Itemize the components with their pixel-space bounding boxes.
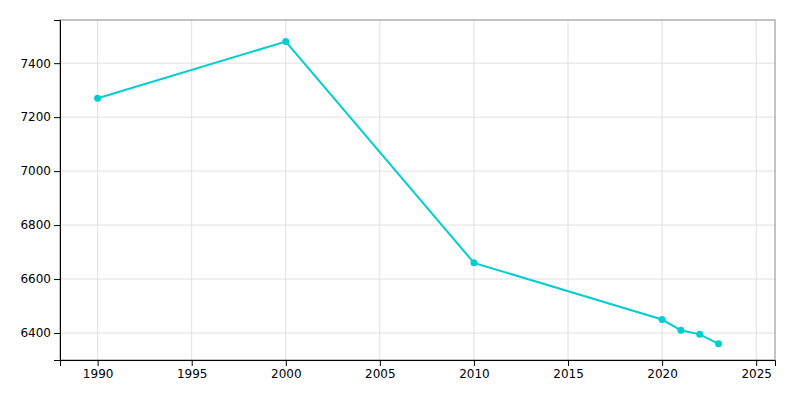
tick: 7400 <box>20 57 60 71</box>
tick-label: 2010 <box>459 367 490 381</box>
tick-label: 1995 <box>177 367 208 381</box>
x-axis: 1990 1995 2000 2005 2010 2015 2020 2025 <box>61 360 776 381</box>
tick-label: 2005 <box>365 367 396 381</box>
grid-line <box>473 20 474 360</box>
tick-mark <box>54 117 60 118</box>
point <box>470 259 477 266</box>
tick-mark <box>54 171 60 172</box>
chart: 1990 1995 2000 2005 2010 2015 2020 2025 6400 6600… <box>0 0 800 400</box>
tick-label: 6400 <box>20 326 51 340</box>
tick: 1990 <box>83 360 114 381</box>
grid-line <box>379 20 380 360</box>
point <box>659 316 666 323</box>
grid-line <box>60 117 775 118</box>
tick-label: 6800 <box>20 218 51 232</box>
tick: 6800 <box>20 218 60 232</box>
tick-label: 2025 <box>741 367 772 381</box>
grid-line <box>662 20 663 360</box>
y-axis: 6400 6600 6800 7000 7200 7400 <box>20 21 60 361</box>
tick-label: 7200 <box>20 110 51 124</box>
grid-line <box>60 333 775 334</box>
axis-line <box>61 361 776 367</box>
tick: 7200 <box>20 110 60 124</box>
tick-label: 6600 <box>20 272 51 286</box>
tick: 2020 <box>647 360 678 381</box>
tick: 2010 <box>459 360 490 381</box>
tick: 2025 <box>741 360 772 381</box>
tick-mark <box>54 279 60 280</box>
grid-line <box>568 20 569 360</box>
grid <box>60 20 775 360</box>
point <box>715 340 722 347</box>
tick-label: 2000 <box>271 367 302 381</box>
tick-mark <box>756 360 757 366</box>
tick: 2005 <box>365 360 396 381</box>
tick: 2015 <box>553 360 584 381</box>
tick: 1995 <box>177 360 208 381</box>
tick-mark <box>192 360 193 366</box>
tick-mark <box>54 225 60 226</box>
tick-mark <box>98 360 99 366</box>
tick-mark <box>662 360 663 366</box>
tick-mark <box>474 360 475 366</box>
line <box>98 42 719 344</box>
grid-line <box>285 20 286 360</box>
tick-mark <box>568 360 569 366</box>
tick-label: 7400 <box>20 57 51 71</box>
tick-mark <box>54 333 60 334</box>
grid-line <box>756 20 757 360</box>
plot-frame <box>60 20 775 360</box>
marks <box>94 38 722 347</box>
axis-line <box>54 21 61 361</box>
tick-label: 7000 <box>20 164 51 178</box>
tick-label: 1990 <box>83 367 114 381</box>
plot: 1990 1995 2000 2005 2010 2015 2020 2025 6400 6600… <box>20 20 775 381</box>
tick-mark <box>54 63 60 64</box>
point <box>94 95 101 102</box>
point <box>696 331 703 338</box>
point <box>677 327 684 334</box>
grid-line <box>60 63 775 64</box>
grid-line <box>97 20 98 360</box>
tick-label: 2020 <box>647 367 678 381</box>
tick: 6600 <box>20 272 60 286</box>
tick: 7000 <box>20 164 60 178</box>
grid-line <box>60 171 775 172</box>
tick: 6400 <box>20 326 60 340</box>
grid-line <box>60 279 775 280</box>
tick-label: 2015 <box>553 367 584 381</box>
tick-mark <box>380 360 381 366</box>
tick: 2000 <box>271 360 302 381</box>
grid-line <box>60 225 775 226</box>
tick-mark <box>286 360 287 366</box>
point <box>282 38 289 45</box>
